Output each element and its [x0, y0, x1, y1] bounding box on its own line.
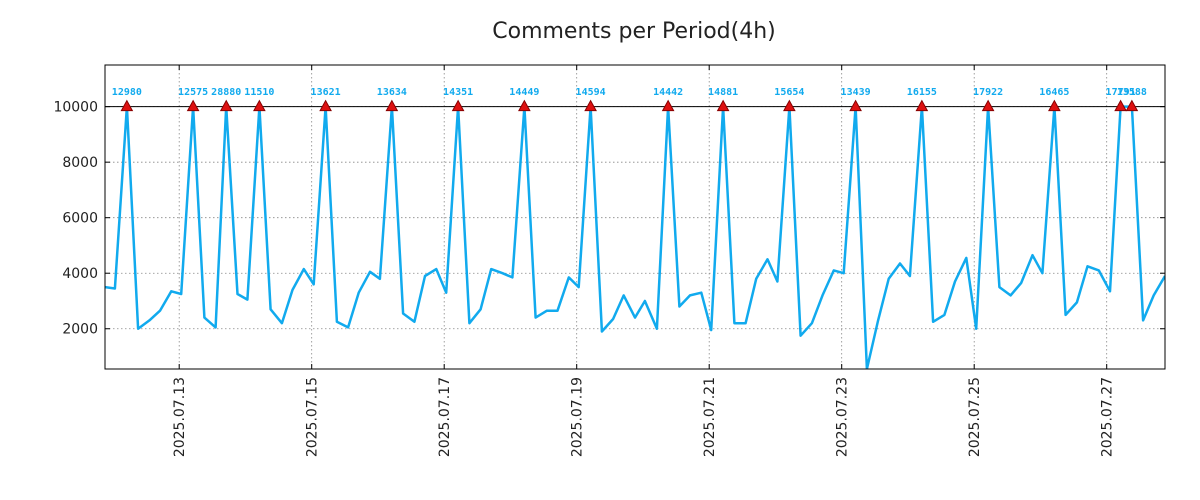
peak-marker	[518, 99, 531, 112]
peak-label: 16465	[1039, 87, 1069, 98]
chart-title: Comments per Period(4h)	[492, 19, 776, 44]
peak-label: 15654	[774, 87, 804, 98]
peak-marker	[1114, 99, 1127, 112]
peak-marker	[716, 99, 730, 112]
x-tick-label: 2025.07.19	[570, 377, 586, 457]
y-tick-label: 6000	[62, 211, 98, 227]
x-tick-label: 2025.07.15	[305, 377, 321, 457]
peak-marker	[120, 99, 134, 112]
peak-label: 13621	[311, 87, 341, 98]
peak-marker	[319, 99, 332, 112]
x-tick-label: 2025.07.17	[437, 377, 453, 457]
peak-label: 11510	[244, 87, 274, 98]
peak-marker	[584, 99, 597, 112]
peak-marker	[915, 99, 929, 112]
peak-marker	[219, 99, 233, 112]
peak-labels: 12980 12575 28880 11510 13621 13634 14351 14449…	[112, 87, 1147, 98]
series-line	[105, 105, 1165, 369]
x-tick-label: 2025.07.21	[702, 377, 718, 457]
peak-label: 13439	[841, 87, 871, 98]
peak-marker	[1125, 99, 1139, 112]
plot-frame	[104, 64, 1166, 370]
peak-marker	[783, 99, 796, 112]
peak-markers	[120, 99, 1139, 112]
peak-label: 13634	[377, 87, 407, 98]
series-layer	[105, 105, 1165, 369]
peak-marker	[1048, 99, 1061, 112]
peak-label: 17922	[973, 87, 1003, 98]
peak-label: 16155	[907, 87, 937, 98]
peak-label: 28880	[211, 87, 241, 98]
y-tick-label: 4000	[62, 266, 98, 282]
peak-marker	[451, 99, 465, 112]
peak-label: 13588	[1117, 87, 1147, 98]
x-tick-label: 2025.07.27	[1100, 377, 1116, 457]
y-tick-label: 8000	[62, 155, 98, 171]
axes: 2000 4000 6000 8000 10000 2025.07.13 2025.07.1…	[53, 65, 1165, 457]
peak-marker	[253, 99, 266, 112]
peak-marker	[661, 99, 675, 112]
peak-marker	[186, 99, 200, 112]
peak-label: 12980	[112, 87, 142, 98]
peak-label: 17791	[1106, 87, 1136, 98]
x-tick-label: 2025.07.23	[835, 377, 851, 457]
peak-marker	[849, 99, 862, 112]
peak-label: 14442	[653, 87, 683, 98]
y-tick-label: 2000	[62, 322, 98, 338]
peak-label: 14449	[509, 87, 539, 98]
peak-marker	[385, 99, 399, 112]
peak-label: 14351	[443, 87, 473, 98]
peak-label: 14881	[708, 87, 738, 98]
x-tick-label: 2025.07.13	[172, 377, 188, 457]
x-tick-label: 2025.07.25	[967, 377, 983, 457]
peak-label: 12575	[178, 87, 208, 98]
peak-label: 14594	[576, 87, 606, 98]
y-tick-label: 10000	[53, 100, 98, 116]
peak-marker	[981, 99, 995, 112]
